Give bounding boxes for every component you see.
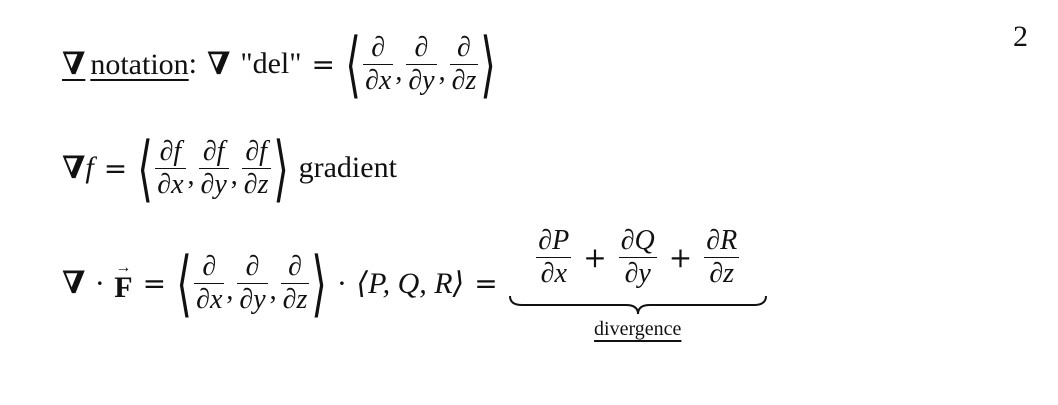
partial-numerator: ∂ xyxy=(288,250,302,282)
df-numerator: ∂f xyxy=(159,135,182,167)
divergence-expression: ∂P ∂x + ∂Q ∂y + ∂R ∂z divergence xyxy=(508,225,768,341)
equals-sign: = xyxy=(142,266,167,300)
right-angle-bracket: ⟩ xyxy=(311,241,328,325)
divergence-line: ∇ · → F = ⟨ ∂ ∂x , ∂ ∂y , ∂ ∂z ⟩ · ⟨P, Q… xyxy=(62,225,768,341)
gradient-line: ∇ f = ⟨ ∂f ∂x , ∂f ∂y , ∂f ∂z ⟩ gradient xyxy=(62,126,397,210)
nabla-symbol: ∇ xyxy=(207,46,231,82)
partial-y-fraction: ∂ ∂y xyxy=(237,250,268,316)
vector-components: ⟨P, Q, R⟩ xyxy=(356,266,465,300)
nabla-symbol: ∇ xyxy=(62,46,86,82)
df-dz-fraction: ∂f ∂z xyxy=(241,135,271,201)
dy-denominator: ∂y xyxy=(624,258,651,289)
right-angle-bracket: ⟩ xyxy=(480,22,497,106)
right-angle-bracket: ⟩ xyxy=(272,126,289,210)
vector-F-letter: F xyxy=(114,271,133,304)
partial-denominator-z: ∂z xyxy=(282,283,308,315)
partial-numerator: ∂ xyxy=(245,250,260,282)
dot-operator: · xyxy=(337,266,347,300)
partial-numerator: ∂ xyxy=(371,31,386,63)
nabla-symbol: ∇ xyxy=(62,150,86,186)
partial-denominator-x: ∂x xyxy=(196,283,223,315)
vector-field-F: → F xyxy=(114,259,133,304)
partial-denominator-z: ∂z xyxy=(451,64,477,96)
notation-word: notation xyxy=(90,48,189,81)
partial-z-fraction: ∂ ∂z xyxy=(449,31,479,97)
del-label: "del" xyxy=(240,47,302,80)
partial-z-fraction: ∂ ∂z xyxy=(280,250,310,316)
dz-denominator: ∂z xyxy=(243,168,269,200)
df-dx-fraction: ∂f ∂x xyxy=(155,135,186,201)
dx-denominator: ∂x xyxy=(157,168,184,200)
dR-dz-fraction: ∂R ∂z xyxy=(704,225,740,290)
left-angle-bracket: ⟨ xyxy=(176,241,192,325)
partial-numerator: ∂ xyxy=(414,31,429,63)
vector-arrow: → xyxy=(115,259,132,276)
equals-sign: = xyxy=(311,47,335,81)
nabla-notation-line: ∇ notation : ∇ "del" = ⟨ ∂ ∂x , ∂ ∂y , ∂ … xyxy=(62,22,497,106)
dR-numerator: ∂R xyxy=(706,225,738,256)
partial-x-fraction: ∂ ∂x xyxy=(194,250,225,316)
nabla-symbol: ∇ xyxy=(62,265,86,301)
heading-colon: : xyxy=(188,47,198,80)
dx-denominator: ∂x xyxy=(540,258,567,289)
dy-denominator: ∂y xyxy=(200,168,227,200)
gradient-label: gradient xyxy=(298,151,397,184)
df-numerator: ∂f xyxy=(202,135,225,167)
partial-numerator: ∂ xyxy=(457,31,471,63)
dQ-numerator: ∂Q xyxy=(620,225,655,256)
df-numerator: ∂f xyxy=(245,135,267,167)
dz-denominator: ∂z xyxy=(709,258,735,289)
left-angle-bracket: ⟨ xyxy=(137,126,153,210)
nabla-notation-heading: ∇ notation xyxy=(62,46,189,82)
plus-sign: + xyxy=(668,241,693,274)
plus-sign: + xyxy=(583,241,607,274)
partial-x-fraction: ∂ ∂x xyxy=(363,31,394,97)
df-dy-fraction: ∂f ∂y xyxy=(198,135,229,201)
page-number: 2 xyxy=(1013,20,1028,53)
dP-dx-fraction: ∂P ∂x xyxy=(536,225,572,290)
left-angle-bracket: ⟨ xyxy=(345,22,361,106)
dot-operator: · xyxy=(95,266,105,300)
divergence-label: divergence xyxy=(594,318,682,340)
underbrace xyxy=(508,295,767,315)
equals-sign: = xyxy=(103,151,128,185)
partial-y-fraction: ∂ ∂y xyxy=(406,31,437,97)
equals-sign: = xyxy=(474,266,498,300)
dP-numerator: ∂P xyxy=(538,225,570,256)
dQ-dy-fraction: ∂Q ∂y xyxy=(618,225,657,290)
partial-denominator-y: ∂y xyxy=(408,64,435,96)
function-f: f xyxy=(85,151,94,184)
partial-numerator: ∂ xyxy=(202,250,217,282)
partial-denominator-y: ∂y xyxy=(239,283,266,315)
partial-denominator-x: ∂x xyxy=(365,64,392,96)
